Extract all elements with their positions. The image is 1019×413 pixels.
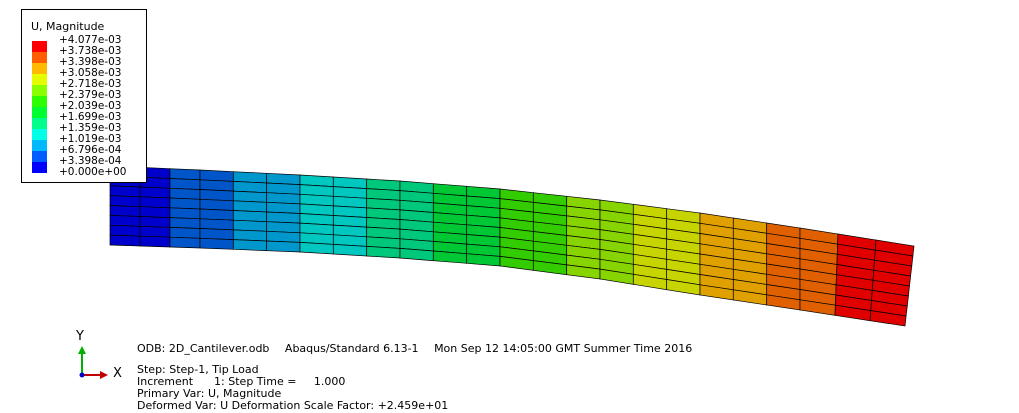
legend-swatch	[32, 140, 47, 151]
mesh-element[interactable]	[139, 206, 171, 218]
mesh-element[interactable]	[109, 234, 141, 247]
mesh-element[interactable]	[139, 186, 171, 199]
odb-info-line: ODB: 2D_Cantilever.odb Abaqus/Standard 6…	[137, 343, 704, 355]
legend-swatch	[32, 129, 47, 140]
mesh-element[interactable]	[199, 218, 234, 231]
legend-value: +4.077e-03	[59, 34, 122, 46]
mesh-element[interactable]	[199, 189, 234, 202]
mesh-element[interactable]	[199, 228, 234, 240]
mesh-element[interactable]	[139, 235, 171, 248]
viewport-info-block: ODB: 2D_Cantilever.odb Abaqus/Standard 6…	[137, 343, 704, 412]
mesh-element[interactable]	[232, 200, 268, 213]
deformed-cantilever-mesh[interactable]	[109, 165, 915, 327]
legend-value: +6.796e-04	[59, 144, 122, 156]
x-axis-label: X	[113, 366, 122, 381]
legend-color-bar	[32, 41, 47, 173]
legend-swatch	[32, 85, 47, 96]
mesh-element[interactable]	[199, 237, 234, 250]
mesh-element[interactable]	[169, 236, 201, 249]
mesh-element[interactable]	[232, 239, 268, 252]
mesh-element[interactable]	[199, 208, 234, 221]
mesh-element[interactable]	[109, 215, 141, 227]
y-axis-arrow-icon	[78, 346, 86, 354]
y-axis-label: Y	[76, 329, 84, 344]
mesh-element[interactable]	[332, 244, 368, 257]
legend-value: +2.379e-03	[59, 89, 122, 101]
legend-values: +4.077e-03 +3.738e-03 +3.398e-03 +3.058e-03…	[59, 35, 126, 178]
mesh-element[interactable]	[139, 216, 171, 228]
mesh-element[interactable]	[232, 229, 268, 242]
legend-value: +3.398e-03	[59, 56, 122, 68]
run-timestamp: Mon Sep 12 14:05:00 GMT Summer Time 2016	[434, 342, 693, 355]
mesh-element[interactable]	[232, 219, 268, 232]
legend-swatch	[32, 63, 47, 74]
legend-value: +3.738e-03	[59, 45, 122, 57]
mesh-element[interactable]	[232, 210, 268, 223]
odb-file: ODB: 2D_Cantilever.odb	[137, 342, 270, 355]
deformed-var-info: Deformed Var: U Deformation Scale Factor…	[137, 399, 449, 412]
mesh-element[interactable]	[869, 310, 907, 327]
legend-value: +1.019e-03	[59, 133, 122, 145]
mesh-element[interactable]	[266, 240, 301, 253]
legend-swatch	[32, 96, 47, 107]
legend-title: U, Magnitude	[31, 20, 105, 33]
legend-value: +2.718e-03	[59, 78, 122, 90]
mesh-element[interactable]	[109, 224, 141, 237]
step-info: Step: Step-1, Tip Load	[137, 363, 259, 376]
legend-swatch	[32, 118, 47, 129]
increment-info: Increment 1: Step Time = 1.000	[137, 375, 346, 388]
legend-swatch	[32, 162, 47, 173]
mesh-element[interactable]	[266, 230, 301, 243]
mesh-element[interactable]	[169, 217, 201, 229]
mesh-element[interactable]	[109, 205, 141, 217]
mesh-element[interactable]	[169, 178, 201, 190]
legend-swatch	[32, 74, 47, 85]
legend-swatch	[32, 52, 47, 63]
coordinate-triad	[78, 346, 108, 379]
primary-var-info: Primary Var: U, Magnitude	[137, 387, 282, 400]
mesh-element[interactable]	[266, 221, 301, 234]
mesh-element[interactable]	[169, 168, 201, 181]
legend-swatch	[32, 107, 47, 118]
mesh-element[interactable]	[109, 185, 141, 198]
legend-value: +1.359e-03	[59, 122, 122, 134]
mesh-element[interactable]	[199, 198, 234, 211]
mesh-element[interactable]	[266, 211, 301, 224]
mesh-element[interactable]	[232, 190, 268, 203]
legend-value: +3.058e-03	[59, 67, 122, 79]
legend-value: +1.699e-03	[59, 111, 122, 123]
mesh-element[interactable]	[266, 201, 301, 214]
x-axis-arrow-icon	[100, 371, 108, 379]
mesh-element[interactable]	[169, 187, 201, 200]
z-axis-icon	[79, 372, 85, 378]
legend-value: +0.000e+00	[59, 166, 127, 178]
mesh-element[interactable]	[139, 196, 171, 209]
mesh-element[interactable]	[109, 195, 141, 208]
legend-value: +2.039e-03	[59, 100, 122, 112]
mesh-element[interactable]	[366, 246, 401, 259]
mesh-element[interactable]	[169, 207, 201, 220]
mesh-element[interactable]	[299, 242, 334, 255]
solver-version: Abaqus/Standard 6.13-1	[284, 342, 419, 355]
mesh-element[interactable]	[169, 227, 201, 239]
legend-swatch	[32, 41, 47, 52]
contour-legend[interactable]: U, Magnitude +4.077e-03 +3.738e-03 +3.398e…	[21, 9, 147, 183]
mesh-element[interactable]	[139, 225, 171, 238]
legend-value: +3.398e-04	[59, 155, 122, 167]
mesh-element[interactable]	[169, 197, 201, 210]
legend-swatch	[32, 151, 47, 162]
